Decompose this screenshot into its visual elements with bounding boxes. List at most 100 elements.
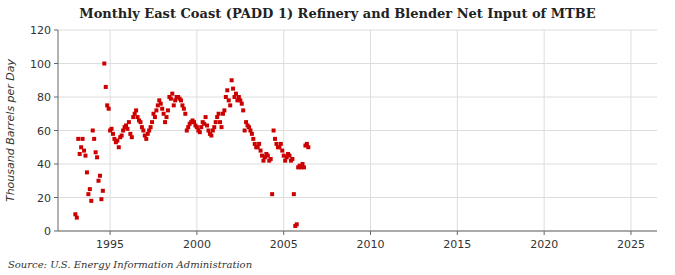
point	[78, 152, 82, 156]
point	[218, 120, 222, 124]
point	[154, 108, 158, 112]
point	[98, 174, 102, 178]
y-tick	[54, 231, 58, 232]
y-grid-line	[58, 30, 657, 31]
point	[92, 137, 96, 141]
point	[91, 129, 95, 133]
y-tick-label: 20	[37, 192, 51, 205]
x-tick	[457, 231, 458, 235]
point	[75, 216, 79, 220]
point	[295, 222, 299, 226]
point	[127, 120, 131, 124]
point	[280, 149, 284, 153]
point	[204, 115, 208, 119]
point	[107, 107, 111, 111]
point	[166, 108, 170, 112]
x-tick	[544, 231, 545, 235]
source-note: Source: U.S. Energy Information Administ…	[8, 259, 252, 270]
point	[172, 103, 176, 107]
x-grid-line	[370, 30, 371, 231]
point	[290, 157, 294, 161]
title: Monthly East Coast (PADD 1) Refinery and…	[79, 6, 596, 21]
point	[272, 129, 276, 133]
y-tick	[54, 130, 58, 131]
point	[150, 120, 154, 124]
x-tick	[110, 231, 111, 235]
point	[134, 108, 138, 112]
point	[306, 145, 310, 149]
point	[231, 87, 235, 91]
x-grid-line	[630, 30, 631, 231]
y-tick-label: 120	[30, 24, 51, 37]
point	[243, 129, 247, 133]
grid	[58, 30, 657, 231]
point	[117, 145, 121, 149]
points	[73, 62, 310, 228]
point	[104, 85, 108, 89]
point	[111, 132, 115, 136]
x-tick	[630, 231, 631, 235]
point	[169, 97, 173, 101]
y-tick-label: 80	[37, 91, 51, 104]
x-grid-line	[457, 30, 458, 231]
x-tick-label: 2000	[183, 238, 211, 251]
y-tick	[54, 164, 58, 165]
point	[230, 78, 234, 82]
x-tick-label: 2025	[617, 238, 645, 251]
y-tick	[54, 30, 58, 31]
y-tick-label: 100	[30, 58, 51, 71]
point	[85, 170, 89, 174]
point	[163, 120, 167, 124]
x-tick-label: 2015	[443, 238, 471, 251]
point	[250, 132, 254, 136]
point	[102, 62, 106, 66]
x-tick-label: 1995	[96, 238, 124, 251]
point	[153, 115, 157, 119]
y-axis-line	[58, 30, 59, 231]
point	[205, 123, 209, 127]
y-tick-label: 0	[44, 225, 51, 238]
point	[165, 115, 169, 119]
y-tick	[54, 63, 58, 64]
x-tick	[283, 231, 284, 235]
point	[144, 137, 148, 141]
point	[269, 157, 273, 161]
point	[86, 192, 90, 196]
y-tick	[54, 97, 58, 98]
chart: 0204060801001201995200020052010201520202…	[0, 0, 675, 275]
y-grid-line	[58, 97, 657, 98]
point	[88, 187, 92, 191]
y-grid-line	[58, 63, 657, 64]
point	[273, 137, 277, 141]
x-tick	[370, 231, 371, 235]
point	[228, 103, 232, 107]
point	[292, 192, 296, 196]
point	[82, 149, 86, 153]
x-axis-line	[58, 231, 657, 232]
y-grid-line	[58, 231, 657, 232]
y-grid-line	[58, 197, 657, 198]
point	[225, 88, 229, 92]
point	[220, 125, 224, 129]
point	[259, 149, 263, 153]
x-tick	[196, 231, 197, 235]
y-tick-label: 60	[37, 125, 51, 138]
point	[97, 179, 101, 183]
point	[138, 120, 142, 124]
point	[99, 197, 103, 201]
point	[251, 137, 255, 141]
x-tick-label: 2020	[530, 238, 558, 251]
point	[110, 127, 114, 131]
x-grid-line	[283, 30, 284, 231]
x-grid-line	[544, 30, 545, 231]
point	[130, 135, 134, 139]
point	[170, 92, 174, 96]
point	[183, 112, 187, 116]
point	[212, 125, 216, 129]
point	[95, 155, 99, 159]
point	[214, 120, 218, 124]
y-tick	[54, 197, 58, 198]
point	[179, 98, 183, 102]
x-tick-label: 2010	[357, 238, 385, 251]
point	[227, 98, 231, 102]
